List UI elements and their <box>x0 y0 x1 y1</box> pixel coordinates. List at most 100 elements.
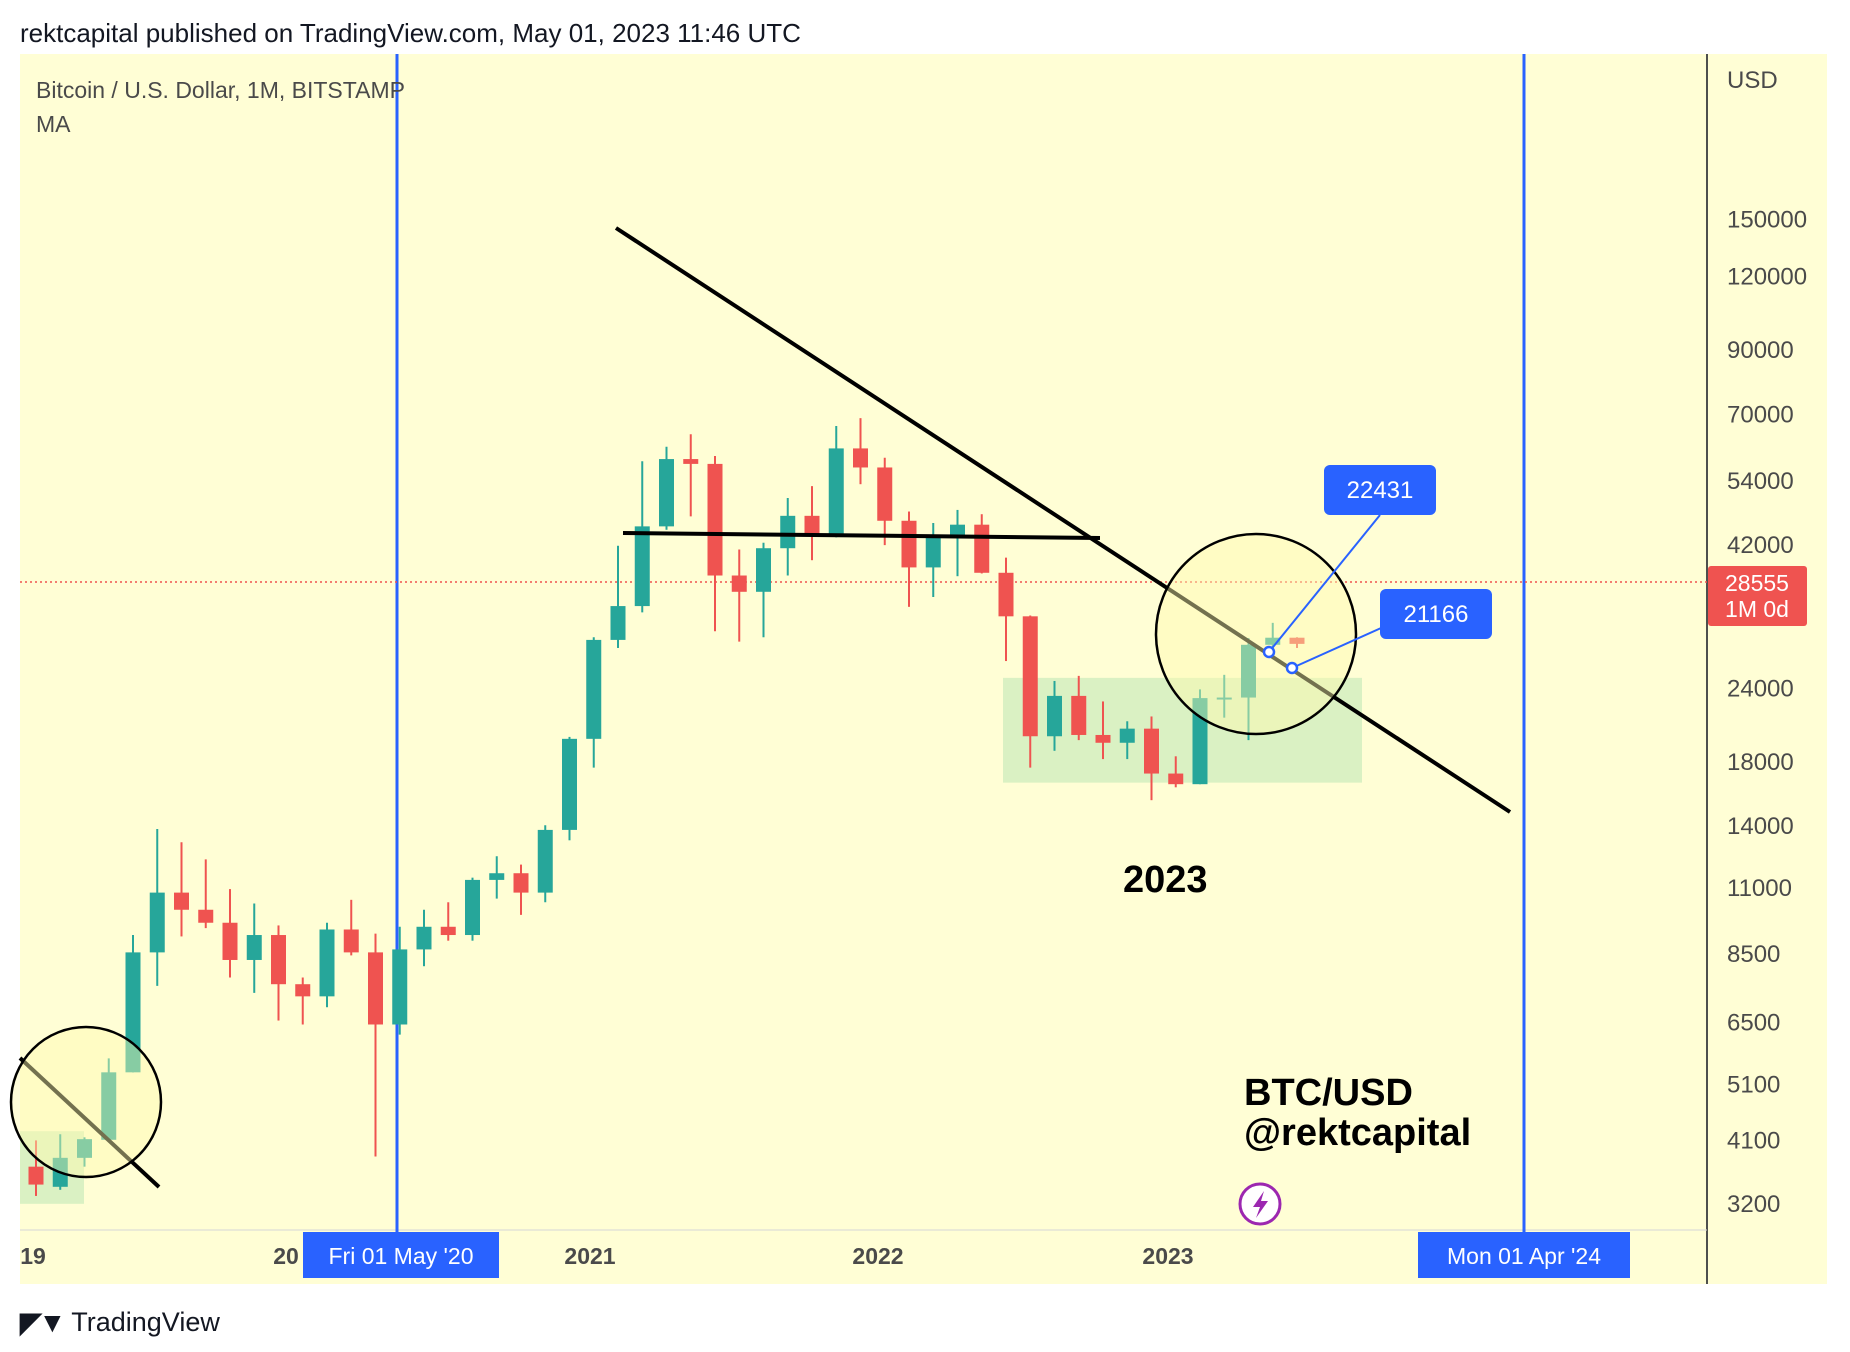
pair-annotation: BTC/USD <box>1244 1072 1413 1114</box>
candle-body <box>901 520 917 568</box>
candle-2020-03[interactable] <box>368 933 383 1157</box>
callout-22431-point[interactable] <box>1262 645 1276 659</box>
candle-body <box>634 526 650 607</box>
candle-body <box>1289 637 1305 644</box>
price-tick-label: 42000 <box>1727 532 1794 559</box>
candle-2021-06[interactable] <box>731 549 747 642</box>
candle-2022-09[interactable] <box>1095 701 1111 760</box>
tradingview-mark-icon: ◤▼ <box>20 1307 66 1338</box>
candle-body <box>1095 734 1111 743</box>
candle-2020-04[interactable] <box>392 926 408 1035</box>
callout-21166-point[interactable] <box>1285 661 1299 675</box>
candle-2019-03[interactable] <box>77 1137 92 1167</box>
candle-2022-05[interactable] <box>998 557 1014 662</box>
date-marker-right-label: Mon 01 Apr '24 <box>1447 1243 1601 1269</box>
candle-2020-11[interactable] <box>562 736 577 841</box>
candle-2019-01[interactable] <box>28 1140 44 1196</box>
price-tick-label: 11000 <box>1727 875 1792 902</box>
candle-body <box>271 935 286 985</box>
candle-2019-09[interactable] <box>222 889 238 978</box>
horizontal-support-line[interactable] <box>622 531 1101 540</box>
candle-2020-06[interactable] <box>440 902 456 941</box>
date-marker-left[interactable]: Fri 01 May '20 <box>303 1232 499 1278</box>
candle-2020-07[interactable] <box>465 877 480 941</box>
candle-2020-09[interactable] <box>513 864 529 915</box>
trendline-2019[interactable] <box>18 1056 161 1189</box>
candle-2019-04[interactable] <box>101 1058 117 1142</box>
candle-2021-08[interactable] <box>780 498 796 576</box>
lightning-icon[interactable] <box>1238 1182 1282 1226</box>
current-price-countdown: 1M 0d <box>1725 596 1789 622</box>
candle-body <box>1022 616 1038 737</box>
candle-body <box>125 952 141 1073</box>
time-tick-label: 20 <box>273 1243 299 1269</box>
candle-2019-11[interactable] <box>271 925 286 1021</box>
candle-2023-02[interactable] <box>1216 674 1232 718</box>
candle-2020-02[interactable] <box>343 899 359 956</box>
candle-2021-10[interactable] <box>828 426 844 538</box>
callout-21166[interactable]: 21166 <box>1380 589 1492 639</box>
callout-22431-leader <box>1268 514 1381 653</box>
candle-2020-12[interactable] <box>586 637 602 768</box>
candle-2021-04[interactable] <box>683 434 699 517</box>
callout-22431-label: 22431 <box>1347 477 1414 504</box>
candle-body <box>198 909 214 923</box>
time-tick-label: 2023 <box>1142 1243 1193 1269</box>
candle-2021-03[interactable] <box>659 446 674 530</box>
candle-body <box>174 892 189 910</box>
candle-2021-01[interactable] <box>610 545 626 648</box>
price-tick-label: 70000 <box>1727 401 1794 428</box>
price-tick-label: 120000 <box>1727 264 1807 291</box>
candle-2019-07[interactable] <box>174 842 189 937</box>
candle-body <box>222 922 238 960</box>
highlight-circle-2023[interactable] <box>1154 532 1358 736</box>
candle-body <box>1168 773 1184 785</box>
candle-2022-12[interactable] <box>1168 756 1184 788</box>
candle-2021-05[interactable] <box>707 456 723 632</box>
current-price-value: 28555 <box>1725 570 1789 596</box>
candle-2019-12[interactable] <box>295 977 311 1025</box>
highlight-circle-2019[interactable] <box>9 1025 163 1179</box>
candle-2022-08[interactable] <box>1071 675 1087 741</box>
candle-body <box>756 548 771 592</box>
candle-2019-06[interactable] <box>149 828 165 986</box>
candle-2021-11[interactable] <box>853 418 868 485</box>
candle-2020-05[interactable] <box>416 909 432 967</box>
candle-2021-02[interactable] <box>634 461 650 613</box>
candle-2019-10[interactable] <box>246 903 262 993</box>
price-tick-label: 8500 <box>1727 941 1780 968</box>
candle-body <box>877 467 893 521</box>
tradingview-logo[interactable]: ◤▼ TradingView <box>20 1306 220 1339</box>
current-price-badge: 28555 1M 0d <box>1708 566 1807 626</box>
date-marker-right[interactable]: Mon 01 Apr '24 <box>1418 1232 1630 1278</box>
candle-body <box>683 459 699 464</box>
candle-body <box>707 463 723 576</box>
candle-2021-12[interactable] <box>877 457 893 546</box>
candle-2023-03[interactable] <box>1241 638 1256 741</box>
candle-2021-07[interactable] <box>756 542 771 638</box>
candle-2020-10[interactable] <box>537 825 553 903</box>
candle-2019-08[interactable] <box>198 859 214 929</box>
price-tick-label: 18000 <box>1727 749 1794 776</box>
candle-2021-09[interactable] <box>804 486 820 561</box>
candle-body <box>731 575 747 592</box>
candle-2022-07[interactable] <box>1047 680 1062 751</box>
candle-body <box>489 873 505 880</box>
candle-2020-01[interactable] <box>319 922 335 1008</box>
tradingview-brand: TradingView <box>71 1307 220 1337</box>
candle-body <box>1119 728 1135 743</box>
candle-2022-11[interactable] <box>1144 716 1159 801</box>
callout-22431[interactable]: 22431 <box>1324 465 1436 515</box>
candle-body <box>319 929 335 997</box>
candle-2019-05[interactable] <box>125 935 141 1073</box>
candle-2023-05[interactable] <box>1289 637 1305 648</box>
candle-body <box>368 952 383 1025</box>
descending-trendline[interactable] <box>614 226 1512 814</box>
candle-2022-06[interactable] <box>1022 615 1038 768</box>
candle-2022-01[interactable] <box>901 511 917 607</box>
candle-2022-10[interactable] <box>1119 721 1135 760</box>
candle-body <box>925 537 941 568</box>
price-axis-background <box>1707 54 1827 1284</box>
candle-2020-08[interactable] <box>489 856 505 899</box>
